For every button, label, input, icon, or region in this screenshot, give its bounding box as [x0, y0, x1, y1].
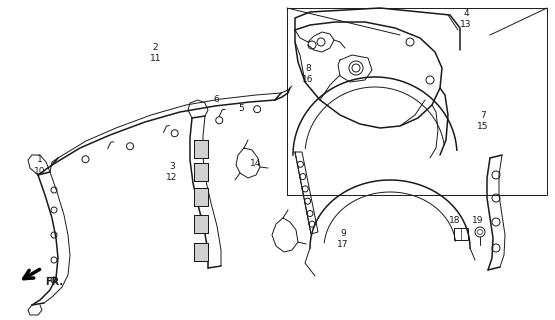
Text: 4: 4 — [463, 9, 469, 18]
Bar — [194, 215, 208, 233]
Bar — [194, 215, 208, 233]
Text: 13: 13 — [461, 20, 472, 29]
Text: 11: 11 — [150, 54, 161, 63]
Text: 3: 3 — [169, 162, 175, 171]
Text: 12: 12 — [166, 173, 178, 182]
Text: FR.: FR. — [46, 277, 63, 287]
Text: 19: 19 — [472, 216, 483, 225]
Bar — [454, 228, 468, 240]
Bar — [194, 188, 208, 206]
Bar — [194, 140, 208, 158]
Text: 9: 9 — [340, 229, 346, 238]
Text: 8: 8 — [305, 64, 311, 73]
Bar — [194, 163, 208, 181]
Text: 10: 10 — [34, 167, 46, 176]
Text: 7: 7 — [480, 111, 486, 120]
Text: 6: 6 — [214, 95, 219, 104]
Bar — [194, 243, 208, 261]
Text: 16: 16 — [302, 76, 314, 84]
Bar — [194, 188, 208, 206]
Text: 15: 15 — [477, 122, 488, 131]
Text: 1: 1 — [37, 156, 43, 164]
Bar — [194, 140, 208, 158]
Bar — [194, 243, 208, 261]
Bar — [194, 163, 208, 181]
Text: 2: 2 — [153, 43, 158, 52]
Text: 18: 18 — [450, 216, 461, 225]
Text: 17: 17 — [337, 240, 349, 249]
Text: 14: 14 — [250, 159, 261, 168]
Text: 5: 5 — [239, 104, 244, 113]
